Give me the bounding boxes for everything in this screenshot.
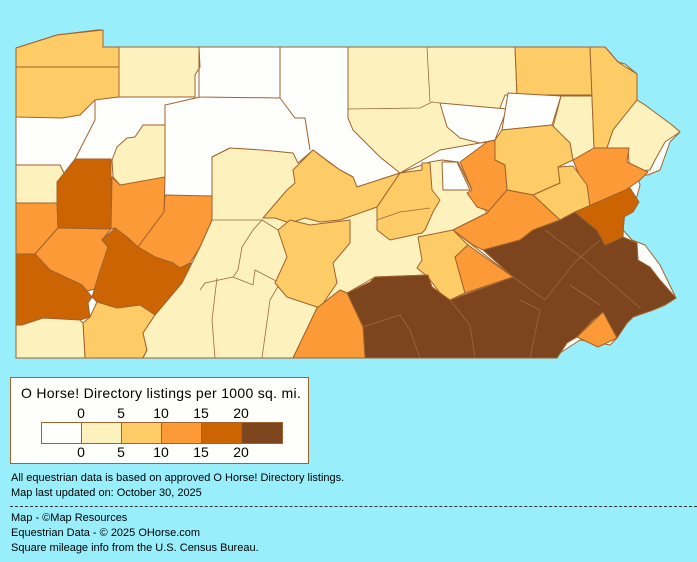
- county-border: [261, 219, 279, 231]
- county-border: [544, 229, 641, 309]
- legend-top-tick: 0: [77, 405, 85, 421]
- legend-bottom-tick: 10: [153, 444, 169, 460]
- legend-bottom-tick: 5: [117, 444, 125, 460]
- legend-swatch: [82, 423, 122, 443]
- county-border: [512, 239, 601, 301]
- legend-color-bar: [41, 422, 283, 444]
- data-source-note: All equestrian data is based on approved…: [11, 472, 345, 484]
- county-region: [501, 92, 562, 131]
- county-region: [376, 162, 441, 241]
- county-region: [274, 219, 351, 309]
- county-region: [441, 161, 471, 191]
- county-border: [376, 207, 431, 221]
- legend-top-tick: 20: [233, 405, 249, 421]
- county-border: [569, 284, 601, 306]
- county-region: [576, 311, 618, 348]
- county-region: [514, 46, 593, 96]
- legend-top-tick: 5: [117, 405, 125, 421]
- legend: O Horse! Directory listings per 1000 sq.…: [10, 377, 309, 464]
- legend-top-tick: 15: [193, 405, 209, 421]
- county-region: [118, 46, 201, 98]
- county-border: [449, 299, 476, 359]
- legend-bottom-tick: 0: [77, 444, 85, 460]
- pennsylvania-county-map: [15, 29, 681, 359]
- county-region: [15, 317, 86, 359]
- divider: [10, 506, 697, 507]
- legend-swatch: [202, 423, 242, 443]
- census-credit: Square mileage info from the U.S. Census…: [11, 542, 259, 554]
- county-border: [74, 100, 96, 160]
- county-border: [198, 47, 281, 99]
- legend-bottom-tick: 15: [193, 444, 209, 460]
- county-region: [262, 149, 401, 224]
- county-border: [426, 46, 431, 103]
- legend-title: O Horse! Directory listings per 1000 sq.…: [21, 385, 302, 401]
- data-credit: Equestrian Data - © 2025 OHorse.com: [11, 527, 201, 539]
- last-updated-note: Map last updated on: October 30, 2025: [11, 487, 202, 499]
- county-region: [82, 301, 156, 359]
- map-credit: Map - ©Map Resources: [11, 512, 128, 524]
- legend-bottom-tick: 20: [233, 444, 249, 460]
- county-border: [347, 101, 441, 110]
- county-border: [519, 299, 541, 359]
- county-border: [164, 96, 201, 125]
- county-region: [15, 29, 120, 119]
- legend-swatch: [242, 423, 282, 443]
- legend-swatch: [122, 423, 162, 443]
- legend-swatch: [42, 423, 82, 443]
- county-border: [362, 314, 421, 359]
- county-region: [292, 289, 366, 359]
- county-region: [346, 211, 677, 359]
- county-border: [211, 277, 218, 359]
- county-border: [199, 219, 263, 291]
- county-border: [232, 269, 281, 359]
- legend-swatch: [162, 423, 202, 443]
- county-border: [279, 97, 311, 151]
- legend-top-tick: 10: [153, 405, 169, 421]
